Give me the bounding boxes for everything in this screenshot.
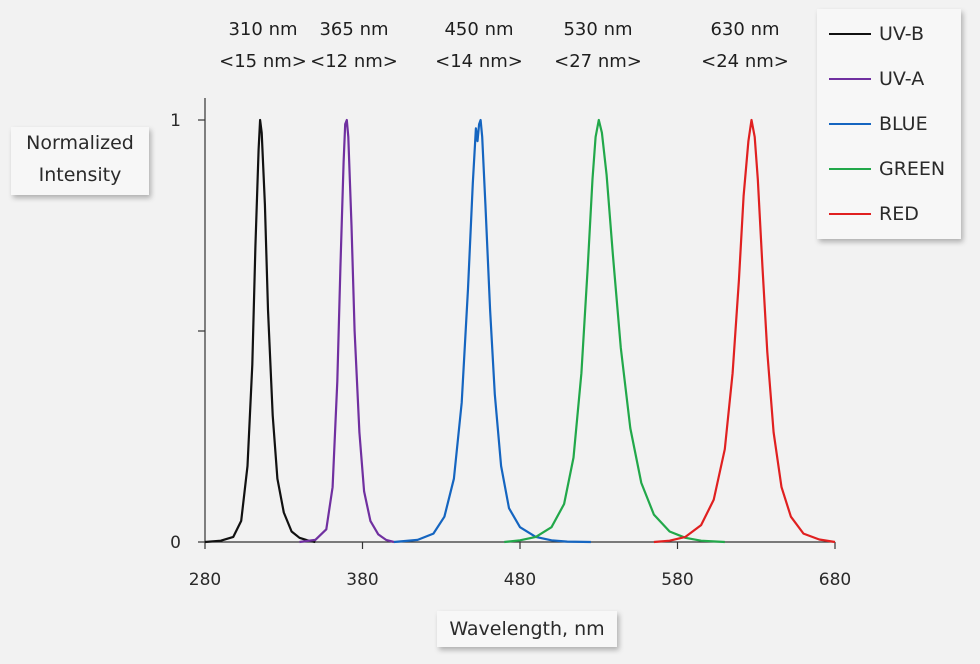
peak-label: 630 nm <24 nm> [685,14,805,78]
peak-label: 530 nm <27 nm> [538,14,658,78]
peak-fwhm: <15 nm> [219,51,307,72]
series-line-green [504,118,725,544]
peak-wavelength: 530 nm [563,19,633,40]
legend-swatch [829,78,871,80]
y-tick-label: 0 [170,533,181,553]
legend-swatch [829,213,871,215]
peak-label: 450 nm <14 nm> [419,14,539,78]
y-axis-label-line1: Normalized [26,132,134,154]
peak-fwhm: <24 nm> [701,51,789,72]
series-line-blue [393,118,591,544]
peak-label: 365 nm <12 nm> [294,14,414,78]
y-tick-label: 1 [170,111,181,131]
legend: UV-B UV-A BLUE GREEN RED [817,9,961,239]
peak-fwhm: <27 nm> [554,51,642,72]
peak-fwhm: <12 nm> [310,51,398,72]
x-axis-label: Wavelength, nm [437,611,617,647]
legend-label: RED [879,203,919,225]
legend-item: BLUE [829,113,957,135]
peak-wavelength: 365 nm [319,19,389,40]
x-tick-label: 380 [346,570,378,590]
x-tick-label: 280 [189,570,221,590]
y-axis-label-line2: Intensity [38,164,122,186]
legend-item: GREEN [829,158,957,180]
peak-label: 310 nm <15 nm> [203,14,323,78]
series-line-uv-a [299,118,395,544]
legend-swatch [829,123,871,125]
legend-label: GREEN [879,158,946,180]
legend-item: UV-B [829,23,957,45]
x-tick-label: 680 [819,570,851,590]
legend-label: UV-A [879,68,925,90]
legend-item: UV-A [829,68,957,90]
x-tick-label: 480 [504,570,536,590]
series-line-uv-b [204,118,316,544]
y-axis-label: Normalized Intensity [11,127,149,195]
peak-fwhm: <14 nm> [435,51,523,72]
x-tick-label: 580 [661,570,693,590]
series-line-red [653,118,836,544]
peak-wavelength: 310 nm [228,19,298,40]
legend-label: BLUE [879,113,928,135]
legend-swatch [829,168,871,170]
legend-swatch [829,33,871,35]
peak-wavelength: 630 nm [710,19,780,40]
legend-label: UV-B [879,23,925,45]
peak-wavelength: 450 nm [444,19,514,40]
legend-item: RED [829,203,957,225]
